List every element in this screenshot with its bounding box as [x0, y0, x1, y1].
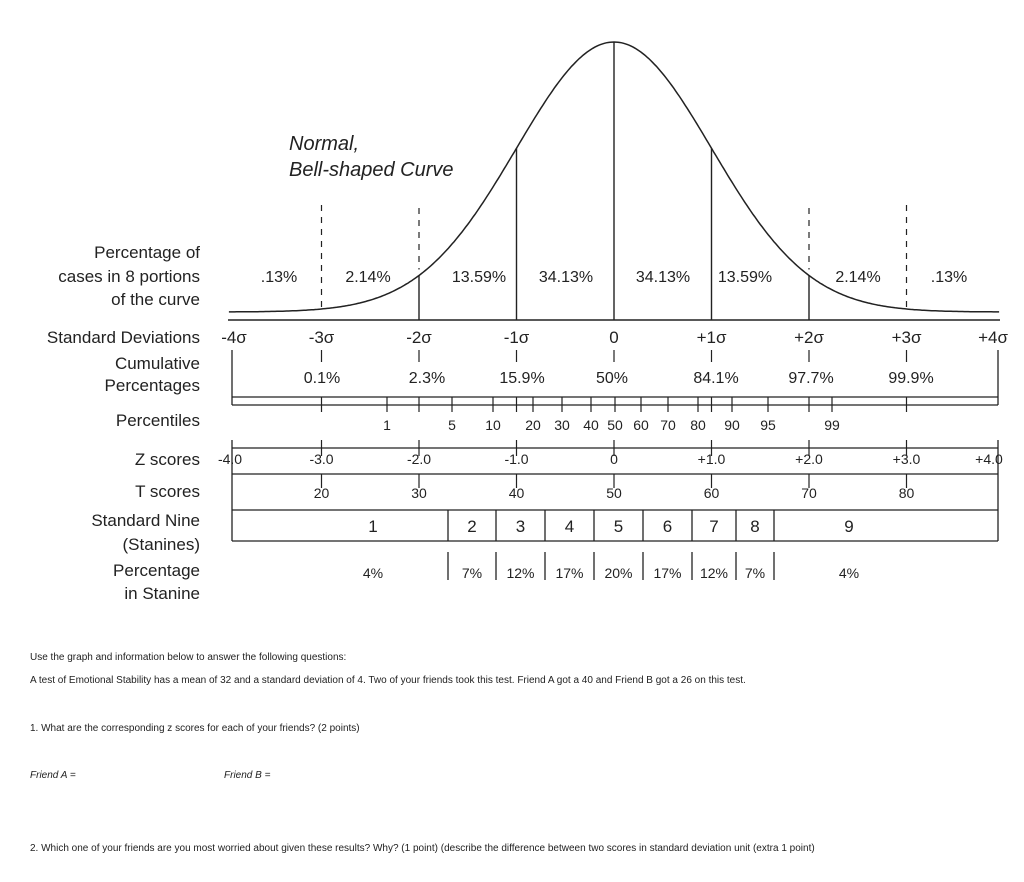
stanine-percentage: 17%: [555, 565, 583, 581]
z-score-label: +1.0: [698, 451, 726, 467]
stanine-number: 2: [467, 517, 476, 536]
row-label: Percentages: [105, 376, 200, 395]
percentile-label: 90: [724, 417, 740, 433]
stanine-number: 5: [614, 517, 623, 536]
percentile-label: 30: [554, 417, 570, 433]
stanine-number: 9: [844, 517, 853, 536]
row-label: Standard Nine: [91, 511, 200, 530]
stanine-percentage: 4%: [363, 565, 383, 581]
row-label: Percentage of: [94, 243, 200, 262]
stanine-number: 7: [709, 517, 718, 536]
sd-label: 0: [609, 328, 618, 347]
stanine-percentage: 12%: [506, 565, 534, 581]
z-score-label: 0: [610, 451, 618, 467]
row-label: Percentiles: [116, 411, 200, 430]
row-label: of the curve: [111, 290, 200, 309]
problem-text: A test of Emotional Stability has a mean…: [30, 675, 746, 686]
stanine-percentage: 12%: [700, 565, 728, 581]
cumulative-percentage: 99.9%: [888, 370, 933, 387]
t-score-label: 70: [801, 485, 817, 501]
friend-b-label: Friend B =: [224, 770, 271, 781]
row-label: T scores: [135, 482, 200, 501]
stanine-percentage: 4%: [839, 565, 859, 581]
stanine-number: 3: [516, 517, 525, 536]
normal-curve-figure: Normal, Bell-shaped Curve .13% 2.14% 13.59% 3…: [47, 41, 1008, 603]
stanine-percentage: 17%: [653, 565, 681, 581]
sd-label: -2σ: [406, 328, 432, 347]
percentile-label: 20: [525, 417, 541, 433]
row-label: Percentage: [113, 561, 200, 580]
stanine-percentage: 20%: [604, 565, 632, 581]
percentile-label: 95: [760, 417, 776, 433]
sd-label: +2σ: [794, 328, 824, 347]
portion-percentage-label: .13%: [931, 269, 967, 286]
cumulative-percentage: 2.3%: [409, 370, 445, 387]
t-score-label: 20: [314, 485, 330, 501]
curve-title: Bell-shaped Curve: [289, 159, 454, 181]
stanine-percentage: 7%: [462, 565, 482, 581]
row-label: cases in 8 portions: [58, 267, 200, 286]
stanine-number: 1: [368, 517, 377, 536]
sd-label: -4σ: [221, 328, 247, 347]
curve-title: Normal,: [289, 133, 359, 155]
row-label: in Stanine: [124, 584, 200, 603]
question-2: 2. Which one of your friends are you mos…: [30, 843, 815, 854]
sd-label: -3σ: [309, 328, 335, 347]
portion-percentage-label: 13.59%: [718, 269, 772, 286]
percentile-label: 5: [448, 417, 456, 433]
z-score-label: -4.0: [218, 451, 242, 467]
stanine-percentage: 7%: [745, 565, 765, 581]
row-label: (Stanines): [123, 535, 200, 554]
t-score-label: 30: [411, 485, 427, 501]
percentile-label: 10: [485, 417, 501, 433]
cumulative-percentage: 15.9%: [499, 370, 544, 387]
percentile-label: 99: [824, 417, 840, 433]
t-score-label: 80: [899, 485, 915, 501]
t-score-label: 60: [704, 485, 720, 501]
percentile-label: 80: [690, 417, 706, 433]
z-score-label: -1.0: [504, 451, 528, 467]
stanine-number: 4: [565, 517, 574, 536]
cumulative-percentage: 0.1%: [304, 370, 340, 387]
portion-percentage-label: 2.14%: [835, 269, 880, 286]
row-label: Z scores: [135, 450, 200, 469]
sd-label: +1σ: [697, 328, 727, 347]
percentile-label: 50: [607, 417, 623, 433]
z-score-label: -3.0: [309, 451, 333, 467]
question-1: 1. What are the corresponding z scores f…: [30, 723, 360, 734]
percentile-label: 1: [383, 417, 391, 433]
sd-label: -1σ: [504, 328, 530, 347]
instructions-text: Use the graph and information below to a…: [30, 652, 347, 663]
portion-percentage-label: .13%: [261, 269, 297, 286]
portion-percentage-label: 2.14%: [345, 269, 390, 286]
percentile-label: 60: [633, 417, 649, 433]
row-label: Standard Deviations: [47, 328, 200, 347]
stanine-number: 8: [750, 517, 759, 536]
row-label: Cumulative: [115, 354, 200, 373]
portion-percentage-label: 13.59%: [452, 269, 506, 286]
sd-label: +4σ: [978, 328, 1008, 347]
cumulative-percentage: 84.1%: [693, 370, 738, 387]
z-score-label: +3.0: [893, 451, 921, 467]
friend-a-label: Friend A =: [30, 770, 76, 781]
percentile-label: 40: [583, 417, 599, 433]
percentile-label: 70: [660, 417, 676, 433]
z-score-label: +2.0: [795, 451, 823, 467]
z-score-label: +4.0: [975, 451, 1003, 467]
stanine-number: 6: [663, 517, 672, 536]
z-score-label: -2.0: [407, 451, 431, 467]
portion-percentage-label: 34.13%: [636, 269, 690, 286]
portion-percentage-label: 34.13%: [539, 269, 593, 286]
t-score-label: 50: [606, 485, 622, 501]
cumulative-percentage: 50%: [596, 370, 628, 387]
sd-label: +3σ: [892, 328, 922, 347]
t-score-label: 40: [509, 485, 525, 501]
cumulative-percentage: 97.7%: [788, 370, 833, 387]
